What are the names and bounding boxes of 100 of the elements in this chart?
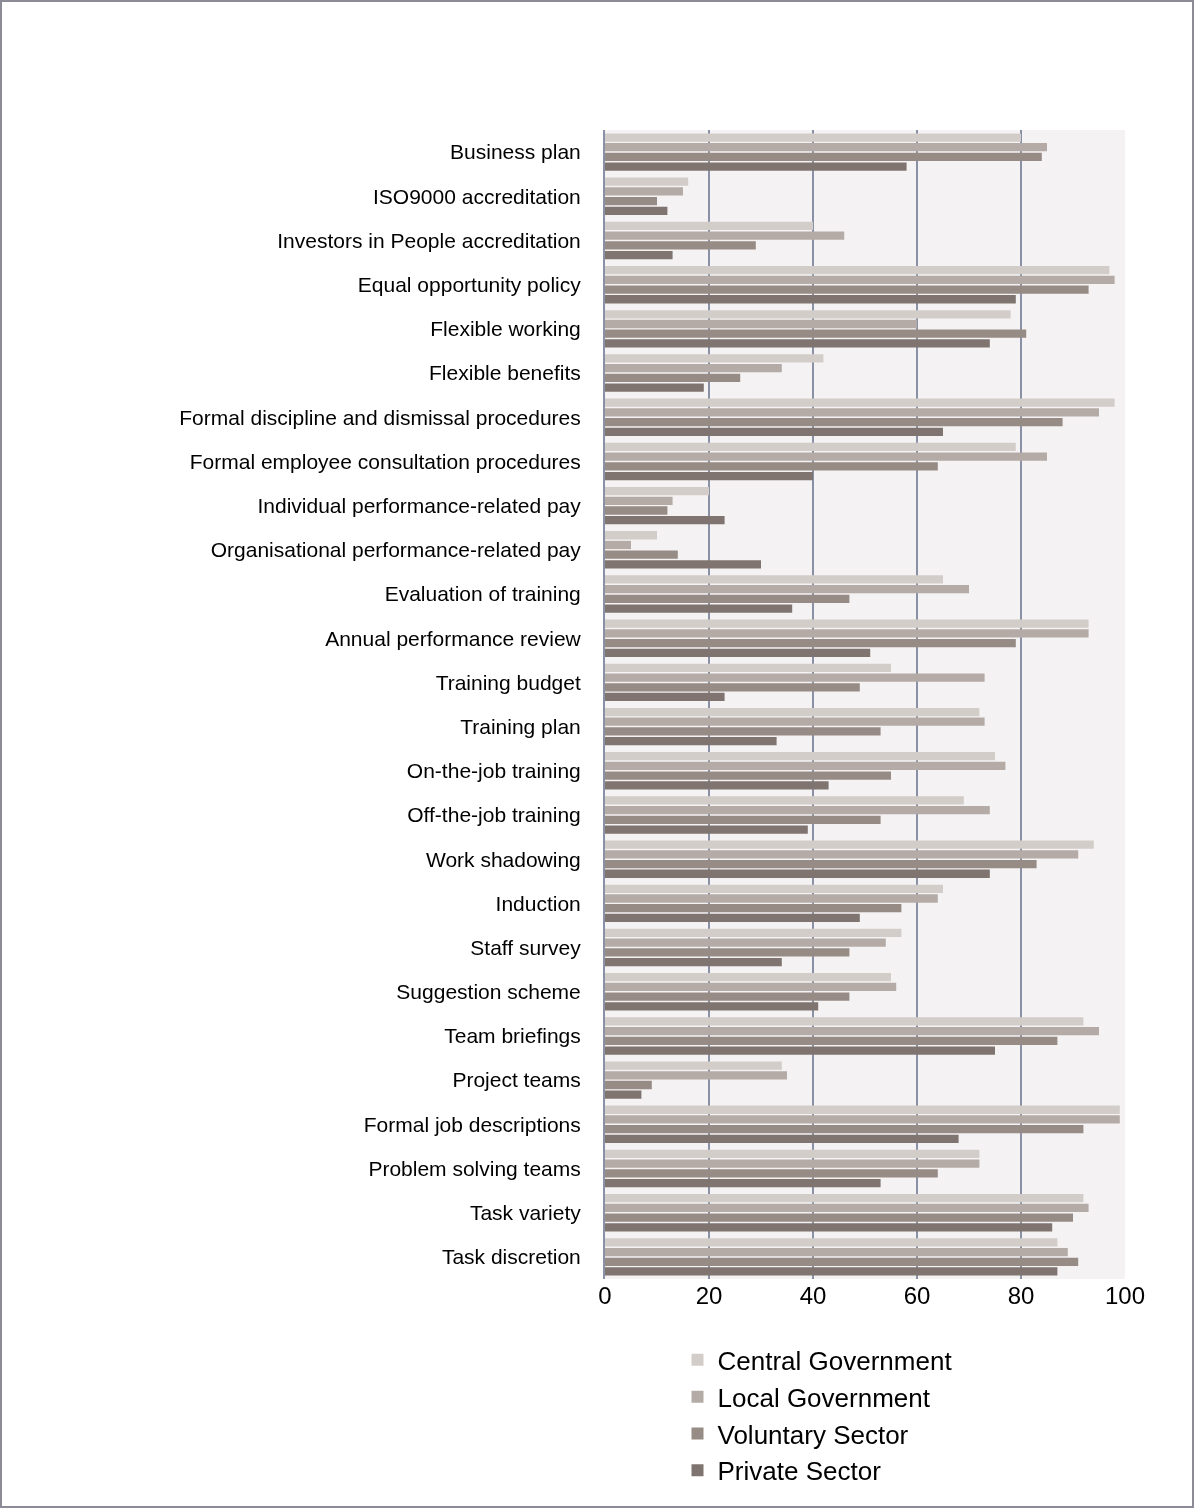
y-tick-label: Task variety — [469, 1201, 582, 1225]
bar — [605, 673, 985, 682]
bar — [605, 486, 709, 496]
bar — [605, 354, 824, 363]
bar — [605, 152, 1042, 162]
bar — [605, 859, 1037, 869]
y-tick-label: Flexible benefits — [429, 361, 581, 385]
bar — [605, 1125, 1084, 1134]
bar — [605, 221, 813, 231]
bar — [605, 894, 938, 903]
bar — [605, 250, 673, 260]
bar — [605, 241, 756, 250]
bar — [605, 1247, 1068, 1257]
bar — [605, 417, 1063, 427]
y-tick-label: Project teams — [452, 1068, 581, 1092]
bar — [605, 1115, 1120, 1124]
bar — [605, 604, 793, 613]
bar — [605, 531, 657, 540]
legend-label: Voluntary Sector — [717, 1419, 909, 1450]
y-tick-label: Formal discipline and dismissal procedures — [179, 405, 581, 429]
bar — [605, 408, 1099, 417]
x-tick-label: 60 — [903, 1282, 931, 1309]
y-tick-label: Individual performance-related pay — [257, 493, 582, 517]
bar — [605, 1036, 1058, 1045]
bar — [605, 585, 969, 594]
y-tick-label: On-the-job training — [406, 759, 581, 783]
y-tick-label: Formal employee consultation procedures — [189, 449, 581, 473]
bar — [605, 825, 808, 834]
y-tick-label: Training plan — [460, 714, 581, 738]
y-tick-label: Business plan — [450, 140, 581, 164]
bar — [605, 275, 1115, 284]
y-tick-label: Annual performance review — [325, 626, 582, 650]
bar — [605, 1203, 1089, 1212]
bar — [605, 904, 902, 913]
bar — [605, 692, 725, 702]
bar — [605, 177, 689, 186]
bar — [605, 442, 1016, 451]
bar — [605, 462, 938, 471]
bar — [605, 496, 673, 505]
bar — [605, 143, 1047, 152]
bar — [605, 1026, 1099, 1036]
bar — [605, 319, 917, 329]
y-tick-label: Induction — [495, 891, 581, 915]
bar — [605, 516, 725, 525]
bar — [605, 373, 741, 383]
bar — [605, 1046, 995, 1055]
bar — [605, 1080, 652, 1090]
x-tick-label: 100 — [1104, 1282, 1146, 1309]
y-tick-label: Team briefings — [444, 1024, 581, 1048]
bar — [605, 1134, 959, 1144]
bar — [605, 1090, 642, 1099]
bar — [605, 928, 902, 938]
bar — [605, 364, 782, 373]
bar — [605, 1267, 1058, 1276]
bar — [605, 398, 1115, 407]
bar — [605, 1149, 980, 1159]
bar — [605, 805, 990, 815]
bar — [605, 840, 1094, 849]
bar — [605, 850, 1079, 859]
bar — [605, 427, 943, 436]
bar — [605, 1002, 819, 1011]
bar — [605, 781, 829, 790]
bar — [605, 869, 990, 878]
bar — [605, 884, 943, 893]
bar — [605, 752, 995, 761]
bar — [605, 629, 1089, 638]
bar — [605, 663, 891, 672]
bar — [605, 162, 907, 171]
bar — [605, 231, 845, 240]
bar — [605, 958, 782, 967]
bar — [605, 648, 871, 657]
bar — [605, 992, 850, 1001]
bar — [605, 1061, 782, 1070]
bar — [605, 727, 881, 736]
y-tick-label: Flexible working — [430, 317, 581, 341]
bar — [605, 913, 860, 923]
bar — [605, 1213, 1073, 1222]
bar — [605, 329, 1027, 338]
legend-label: Local Government — [717, 1382, 931, 1413]
x-tick-label: 80 — [1007, 1282, 1035, 1309]
bar — [605, 717, 985, 726]
bar — [605, 982, 897, 992]
bar — [605, 560, 761, 569]
bar — [605, 550, 678, 559]
bar — [605, 452, 1047, 461]
bar — [605, 1017, 1084, 1026]
bar — [605, 1169, 938, 1178]
x-tick-label: 0 — [598, 1282, 612, 1309]
bar — [605, 1223, 1053, 1232]
y-tick-label: Equal opportunity policy — [357, 273, 582, 297]
bar — [605, 1159, 980, 1168]
bar — [605, 1071, 787, 1080]
y-tick-label: Evaluation of training — [384, 582, 581, 606]
bar — [605, 771, 891, 780]
bar — [605, 285, 1089, 294]
bar — [605, 761, 1006, 771]
y-tick-label: Problem solving teams — [368, 1156, 581, 1180]
bar — [605, 206, 668, 215]
bar — [605, 948, 850, 957]
y-tick-label: ISO9000 accreditation — [373, 184, 581, 208]
